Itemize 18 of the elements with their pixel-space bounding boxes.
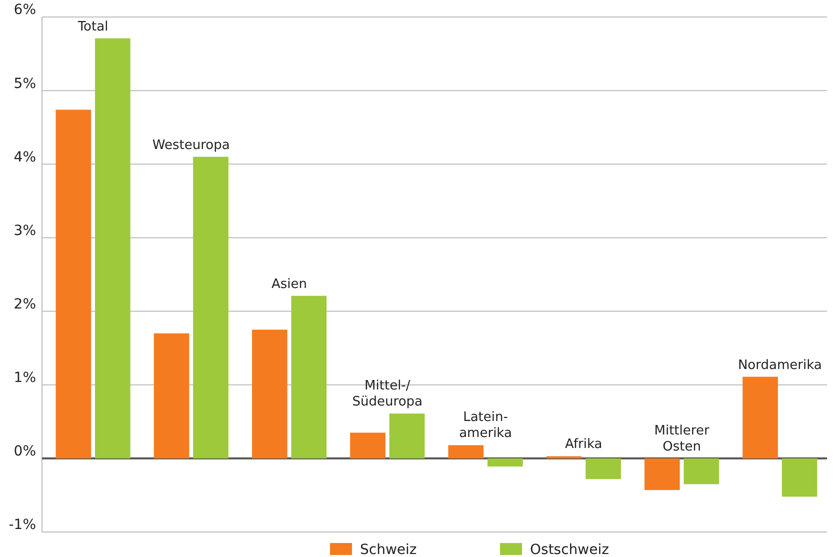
x-tick-label: Mittel-/ Südeuropa <box>352 378 423 410</box>
legend-label: Schweiz <box>360 542 417 557</box>
x-tick-label: Asien <box>272 276 308 292</box>
x-tick-label: Nordamerika <box>738 358 822 373</box>
legend-label: Ostschweiz <box>530 542 609 557</box>
y-tick-label: 5% <box>14 76 36 92</box>
y-tick-label: 6% <box>14 2 36 18</box>
x-tick-label: Westeuropa <box>152 138 230 153</box>
y-tick-label: 3% <box>14 222 36 239</box>
y-tick-label: 0% <box>14 444 36 460</box>
x-tick-label: Afrika <box>565 437 602 452</box>
x-tick-label: Mittlerer Osten <box>654 423 710 454</box>
y-tick-label: 4% <box>14 149 36 166</box>
y-tick-label: 1% <box>14 370 36 386</box>
x-tick-label: Total <box>76 19 108 34</box>
x-tick-label: Latein- amerika <box>459 410 512 442</box>
y-tick-label: -1% <box>8 517 36 534</box>
y-tick-label: 2% <box>14 296 36 312</box>
